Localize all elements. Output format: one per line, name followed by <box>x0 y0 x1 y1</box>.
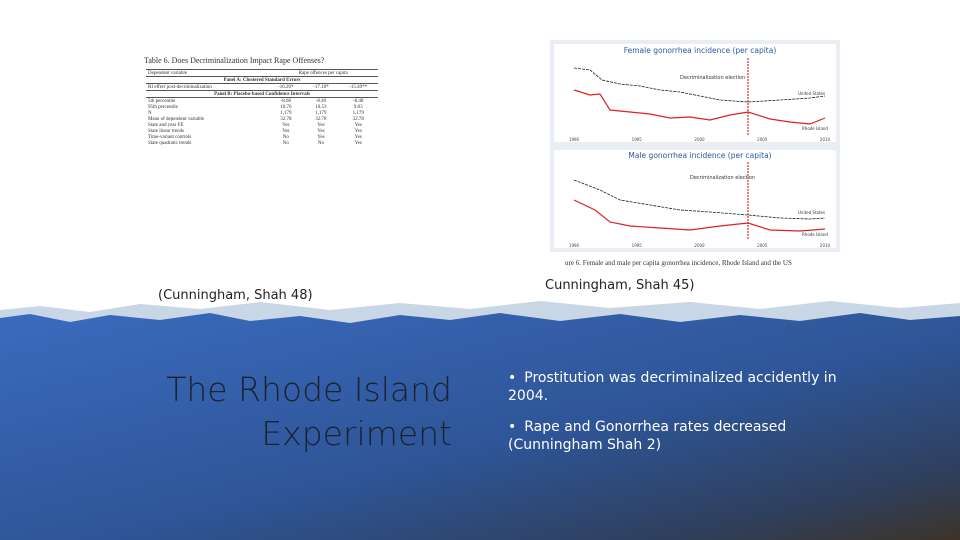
table-cell: -17.10* <box>313 84 329 90</box>
x-tick-label: 2000 <box>694 137 705 142</box>
panel <box>554 44 836 142</box>
series-label: United States <box>798 210 825 215</box>
table-cell: -8.68 <box>280 98 292 104</box>
table-cell: Yes <box>354 128 362 134</box>
row-label: 5th percentile <box>148 98 176 104</box>
table-cell: Yes <box>317 122 325 128</box>
x-tick-label: 1995 <box>632 243 643 248</box>
table-row: Mean of dependent variable 32.78 32.78 32.7… <box>146 116 378 122</box>
table-cell: No <box>317 140 324 146</box>
x-tick-label: 2005 <box>757 137 768 142</box>
panel-label: Panel A: Clustered Standard Errors <box>146 76 378 84</box>
header-cell: Rape offences per capita <box>298 70 348 76</box>
table-row: 95th percentile 10.76 10.53 9.03 <box>146 104 378 110</box>
table-row: State linear trends Yes Yes Yes <box>146 128 378 134</box>
table-image: Table 6. Does Decriminalization Impact R… <box>140 50 382 268</box>
table-cell: 10.76 <box>280 104 292 110</box>
table-row: N 1,179 1,179 1,179 <box>146 110 378 116</box>
annotation: Decriminalization election <box>690 175 755 181</box>
x-tick-label: 1995 <box>632 137 643 142</box>
x-tick-label: 1990 <box>569 243 580 248</box>
table-cell: Yes <box>282 128 290 134</box>
chart-image: Female gonorrhea incidence (per capita) … <box>550 40 840 252</box>
table-row: 5th percentile -8.68 -8.40 -8.48 <box>146 98 378 105</box>
chart-caption: Cunningham, Shah 45) <box>545 278 695 293</box>
blue-panel <box>0 313 960 540</box>
table-cell: Yes <box>354 140 362 146</box>
row-label: RI effect post-decriminalization <box>148 84 212 90</box>
slide-title: The Rhode Island Experiment <box>166 370 452 453</box>
bullet: • Rape and Gonorrhea rates decreased (Cun… <box>508 419 787 453</box>
regression-table: Dependent variable Rape offences per capi… <box>146 69 378 146</box>
table-cell: Yes <box>317 128 325 134</box>
table-cell: Yes <box>354 122 362 128</box>
ri-line <box>573 199 826 232</box>
row-label: State linear trends <box>148 128 185 134</box>
row-label: 95th percentile <box>148 104 178 110</box>
table-cell: Yes <box>317 134 325 140</box>
table-cell: No <box>282 134 289 140</box>
x-tick-label: 2000 <box>694 243 705 248</box>
table-row: Time-variant controls No Yes Yes <box>146 134 378 140</box>
table-cell: -8.48 <box>353 98 364 104</box>
bullet: • Prostitution was decriminalized acciden… <box>508 370 837 404</box>
ri-line <box>573 89 826 125</box>
x-tick-label: 1990 <box>569 137 580 142</box>
table-cell: Yes <box>282 122 290 128</box>
series-label: Rhode Island <box>802 232 828 237</box>
row-label: State and year FE <box>148 122 184 128</box>
us-line <box>573 179 826 220</box>
table-title: Table 6. Does Decriminalization Impact R… <box>144 56 325 65</box>
table-cell: 32.78 <box>280 116 292 122</box>
table-cell: Yes <box>354 134 362 140</box>
series-label: Rhode Island <box>802 126 828 131</box>
series-label: United States <box>798 91 825 96</box>
table-cell: 1,179 <box>352 110 364 116</box>
bullet-text: Prostitution was decriminalized accident… <box>508 370 837 404</box>
row-label: State quadratic trends <box>148 140 192 146</box>
table-cell: No <box>282 140 289 146</box>
us-line <box>573 67 826 103</box>
table-cell: 1,179 <box>315 110 327 116</box>
panel-label: Panel B: Placebo-based Confidence Interv… <box>146 90 378 98</box>
table-cell: 1,179 <box>280 110 292 116</box>
table-cell: 10.53 <box>315 104 327 110</box>
table-cell: -15.49** <box>349 84 368 90</box>
row-label: N <box>148 110 152 116</box>
x-tick-label: 2005 <box>757 243 768 248</box>
table-cell: -16.20* <box>278 84 294 90</box>
table-cell: 32.78 <box>352 116 364 122</box>
panel <box>554 150 836 248</box>
table-cell: -8.40 <box>315 98 327 104</box>
x-tick-label: 2010 <box>820 243 831 248</box>
bullet-text: Rape and Gonorrhea rates decreased (Cunn… <box>508 419 787 453</box>
figure-caption: ure 6. Female and male per capita gonorr… <box>565 259 792 267</box>
row-label: Mean of dependent variable <box>148 116 204 122</box>
table-cell: 32.78 <box>315 116 327 122</box>
x-tick-label: 2010 <box>820 137 831 142</box>
table-caption: (Cunningham, Shah 48) <box>158 288 313 303</box>
header-cell: Dependent variable <box>148 70 188 76</box>
panel-title: Female gonorrhea incidence (per capita) <box>624 46 777 55</box>
table-cell: 9.03 <box>353 104 363 110</box>
annotation: Decriminalization election <box>680 75 745 81</box>
row-label: Time-variant controls <box>148 134 192 140</box>
panel-title: Male gonorrhea incidence (per capita) <box>628 151 771 160</box>
table-row: State and year FE Yes Yes Yes <box>146 122 378 128</box>
table-row: State quadratic trends No No Yes <box>146 140 378 146</box>
